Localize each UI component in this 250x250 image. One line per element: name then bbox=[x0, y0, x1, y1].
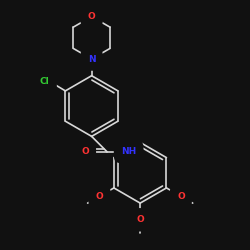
Text: Cl: Cl bbox=[40, 77, 50, 86]
Text: O: O bbox=[88, 12, 96, 21]
Text: O: O bbox=[81, 147, 89, 156]
Text: O: O bbox=[136, 215, 144, 224]
Text: O: O bbox=[177, 192, 185, 201]
Text: NH: NH bbox=[121, 147, 136, 156]
Text: N: N bbox=[88, 54, 96, 64]
Text: O: O bbox=[96, 192, 103, 201]
